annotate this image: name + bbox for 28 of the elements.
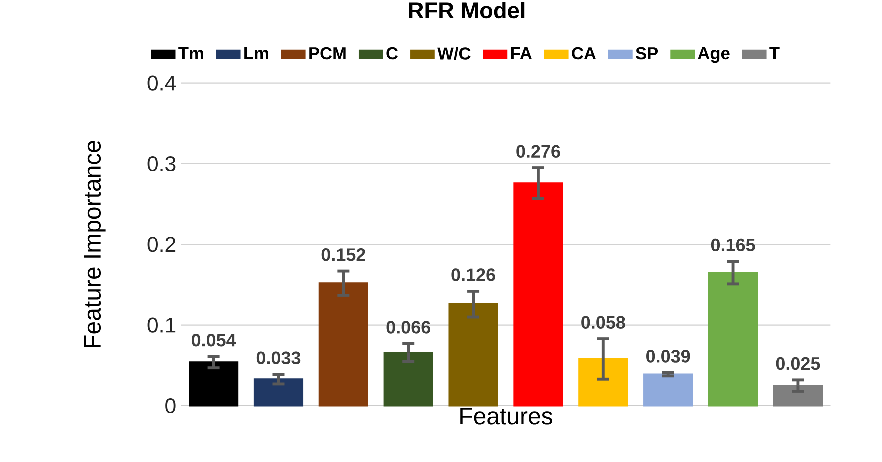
data-label: 0.066 (386, 321, 430, 334)
data-label: 0.039 (646, 350, 690, 363)
y-tick-label: 0.2 (148, 237, 176, 252)
x-axis-title: Features (460, 408, 552, 425)
legend-label: Lm (244, 48, 268, 60)
data-label: 0.025 (776, 357, 820, 370)
data-label: 0.126 (452, 268, 496, 282)
legend-label: Age (698, 48, 730, 64)
data-label: 0.276 (516, 145, 560, 158)
y-tick-label: 0.1 (148, 318, 176, 333)
data-label: 0.152 (322, 248, 366, 262)
data-label: 0.058 (582, 316, 626, 329)
legend-label: CA (572, 47, 596, 60)
legend-label: FA (511, 48, 532, 60)
y-tick-label: 0 (166, 398, 176, 414)
legend-label: PCM (310, 47, 346, 60)
legend-label: T (770, 48, 780, 60)
legend-label: C (386, 47, 398, 60)
y-tick-label: 0.4 (148, 76, 176, 91)
data-label: 0.054 (192, 334, 236, 347)
y-tick-label: 0.3 (148, 156, 176, 172)
chart-title: RFR Model (409, 2, 525, 19)
y-axis-title: Feature Importance (84, 141, 106, 348)
legend-label: Tm (178, 48, 204, 60)
data-label: 0.033 (256, 352, 301, 365)
legend-label: SP (636, 47, 658, 60)
data-label: 0.165 (711, 238, 756, 252)
legend-label: W/C (438, 47, 471, 60)
